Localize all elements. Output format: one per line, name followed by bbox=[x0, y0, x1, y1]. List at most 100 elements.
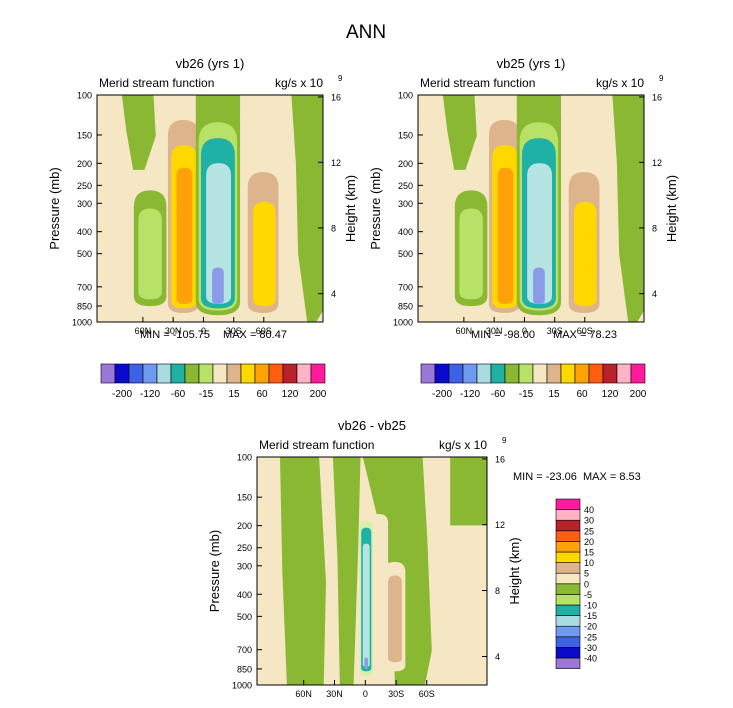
contour-band bbox=[212, 267, 224, 304]
colorbar-swatch bbox=[420, 363, 436, 384]
height-tick-label: 16 bbox=[331, 92, 341, 102]
colorbar-swatch bbox=[555, 572, 581, 585]
pressure-tick-label: 100 bbox=[237, 453, 252, 463]
contour-band bbox=[291, 95, 323, 322]
contour-band bbox=[442, 95, 477, 170]
contour-band bbox=[364, 657, 369, 670]
pressure-tick-label: 1000 bbox=[232, 681, 252, 691]
colorbar-label: -15 bbox=[519, 389, 534, 400]
height-tick-label: 12 bbox=[652, 158, 662, 168]
colorbar-swatch bbox=[555, 615, 581, 627]
height-tick-label: 12 bbox=[495, 520, 505, 530]
contour-band bbox=[176, 167, 193, 304]
colorbar-label: -120 bbox=[140, 389, 160, 400]
plot-frame bbox=[96, 94, 324, 323]
panel-title: vb26 (yrs 1) bbox=[176, 56, 245, 71]
latitude-tick-label: 30S bbox=[547, 326, 563, 336]
contour-band bbox=[516, 95, 562, 114]
pressure-tick-label: 850 bbox=[398, 301, 413, 311]
colorbar-swatch bbox=[555, 636, 581, 648]
latitude-tick-label: 30N bbox=[486, 326, 503, 336]
colorbar-swatch bbox=[212, 363, 228, 384]
colorbar-swatch bbox=[490, 363, 506, 384]
colorbar-label: 15 bbox=[548, 389, 560, 400]
colorbar-swatch bbox=[170, 363, 186, 384]
colorbar-label: 120 bbox=[602, 389, 619, 400]
y-axis-right-label: Height (km) bbox=[507, 537, 522, 604]
latitude-tick-label: 30N bbox=[165, 326, 182, 336]
colorbar-label: -5 bbox=[584, 590, 592, 600]
max-label: MAX = 78.23 bbox=[553, 329, 617, 341]
y-axis-label: Pressure (mb) bbox=[368, 167, 383, 249]
pressure-tick-label: 1000 bbox=[393, 318, 413, 328]
colorbar-label: -60 bbox=[171, 389, 186, 400]
pressure-tick-label: 300 bbox=[77, 199, 92, 209]
colorbar-swatch bbox=[630, 363, 646, 384]
colorbar-swatch bbox=[476, 363, 492, 384]
pressure-tick-label: 700 bbox=[77, 282, 92, 292]
pressure-tick-label: 100 bbox=[398, 91, 413, 101]
colorbar-label: -10 bbox=[584, 601, 597, 611]
colorbar-swatch bbox=[555, 657, 581, 669]
colorbar-swatch bbox=[546, 363, 562, 384]
pressure-tick-label: 300 bbox=[398, 199, 413, 209]
colorbar-swatch bbox=[240, 363, 256, 384]
pressure-tick-label: 150 bbox=[398, 130, 413, 140]
colorbar-label: -30 bbox=[584, 643, 597, 653]
colorbar-label: 120 bbox=[282, 389, 299, 400]
colorbar-horizontal: -200 -120 -60 -15 15 60 120 200 bbox=[100, 363, 327, 400]
colorbar-swatch bbox=[254, 363, 270, 384]
colorbar-swatch bbox=[504, 363, 520, 384]
colorbar-swatch bbox=[555, 625, 581, 638]
colorbar-swatch bbox=[156, 363, 172, 384]
max-label: MAX = 80.47 bbox=[223, 329, 287, 341]
pressure-tick-label: 200 bbox=[398, 159, 413, 169]
contour-band bbox=[332, 457, 361, 685]
latitude-tick-label: 0 bbox=[522, 326, 527, 336]
units-label: kg/s x 10 bbox=[275, 76, 323, 90]
latitude-tick-label: 30S bbox=[226, 326, 242, 336]
colorbar-swatch bbox=[555, 498, 581, 510]
height-tick-label: 4 bbox=[652, 289, 657, 299]
chart-panel-3: vb26 - vb25 Merid stream function kg/s x 1… bbox=[207, 418, 641, 699]
y-axis-label: Pressure (mb) bbox=[47, 167, 62, 249]
plot-frame bbox=[417, 94, 645, 323]
pressure-tick-label: 400 bbox=[398, 227, 413, 237]
contour-band bbox=[362, 543, 370, 667]
latitude-tick-label: 0 bbox=[201, 326, 206, 336]
colorbar-swatch bbox=[555, 519, 581, 532]
height-tick-label: 8 bbox=[495, 586, 500, 596]
panel-title: vb26 - vb25 bbox=[338, 418, 406, 433]
contour-band bbox=[497, 167, 514, 304]
main-title: ANN bbox=[346, 22, 386, 43]
pressure-tick-label: 500 bbox=[77, 249, 92, 259]
colorbar-swatch bbox=[282, 363, 298, 384]
height-tick-label: 8 bbox=[652, 223, 657, 233]
colorbar-swatch bbox=[518, 363, 534, 384]
latitude-tick-label: 30S bbox=[388, 689, 404, 699]
contour-band bbox=[459, 208, 483, 300]
colorbar-swatch bbox=[128, 363, 144, 384]
colorbar-label: 10 bbox=[584, 558, 594, 568]
contour-fill bbox=[418, 95, 644, 322]
pressure-tick-label: 850 bbox=[237, 664, 252, 674]
colorbar-swatch bbox=[555, 583, 581, 595]
y-axis-label: Pressure (mb) bbox=[207, 530, 222, 612]
colorbar-swatch bbox=[226, 363, 242, 384]
units-label: kg/s x 10 bbox=[439, 438, 487, 452]
latitude-tick-label: 60S bbox=[577, 326, 593, 336]
colorbar-label: 25 bbox=[584, 526, 594, 536]
colorbar-label: 15 bbox=[228, 389, 240, 400]
colorbar-label: 200 bbox=[310, 389, 327, 400]
colorbar-swatch bbox=[296, 363, 312, 384]
colorbar-swatch bbox=[555, 647, 581, 659]
y-axis-right-label: Height (km) bbox=[343, 175, 358, 242]
plot-frame bbox=[256, 456, 488, 686]
colorbar-label: -120 bbox=[460, 389, 480, 400]
colorbar-label: -15 bbox=[584, 611, 597, 621]
latitude-tick-label: 60N bbox=[456, 326, 473, 336]
height-tick-label: 16 bbox=[495, 454, 505, 464]
variable-label: Merid stream function bbox=[259, 438, 374, 452]
height-tick-label: 4 bbox=[331, 289, 336, 299]
colorbar-swatch bbox=[555, 509, 581, 521]
